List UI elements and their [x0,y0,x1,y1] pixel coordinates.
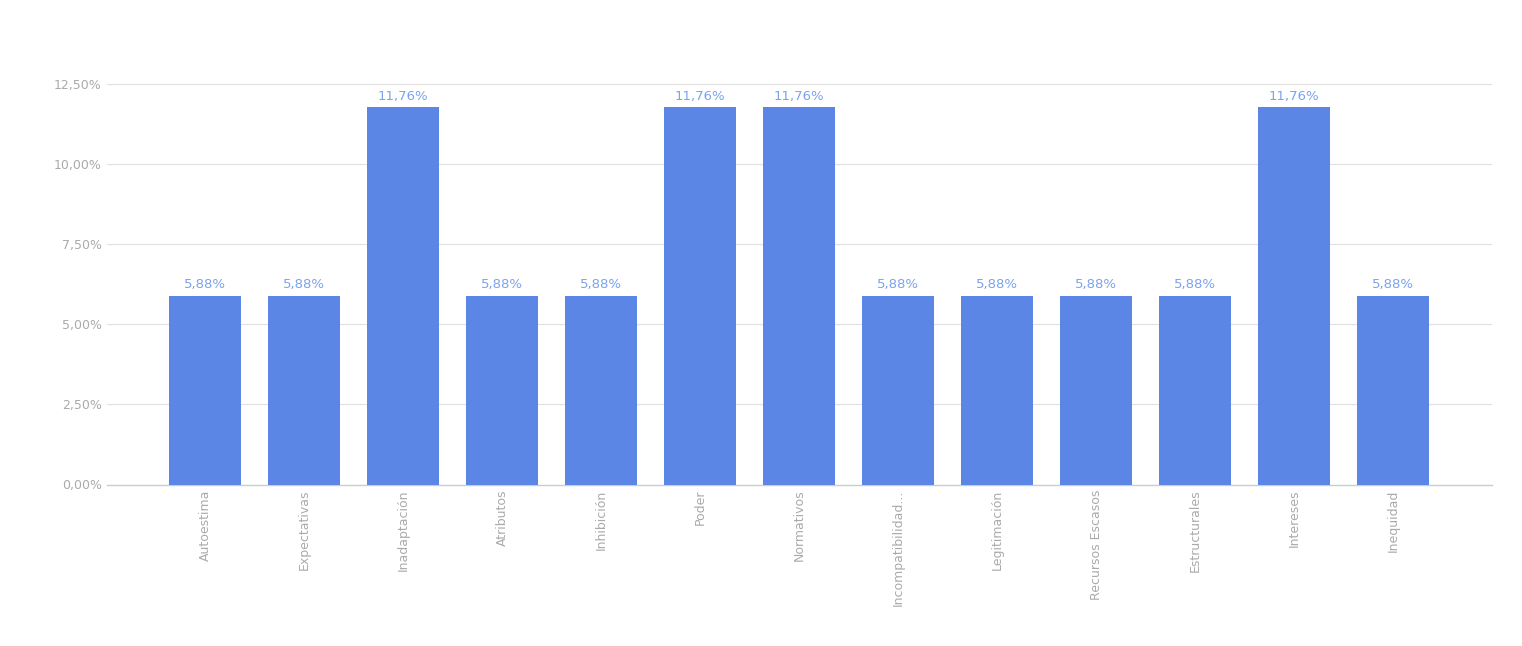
Bar [863,296,933,484]
Text: 5,88%: 5,88% [877,278,919,291]
Text: 5,88%: 5,88% [976,278,1018,291]
Text: 11,76%: 11,76% [1269,90,1320,103]
Text: 11,76%: 11,76% [674,90,726,103]
Bar [1259,107,1330,484]
Text: 11,76%: 11,76% [773,90,825,103]
Bar [1160,296,1231,484]
Bar [566,296,636,484]
Bar [268,296,339,484]
Bar [1358,296,1429,484]
Bar [962,296,1032,484]
Bar [169,296,240,484]
Bar [466,296,537,484]
Text: 5,88%: 5,88% [1173,278,1216,291]
Bar [1061,296,1132,484]
Text: 5,88%: 5,88% [481,278,524,291]
Bar [665,107,735,484]
Text: 11,76%: 11,76% [377,90,428,103]
Bar [764,107,834,484]
Text: 5,88%: 5,88% [580,278,622,291]
Text: 5,88%: 5,88% [1075,278,1117,291]
Text: 5,88%: 5,88% [1371,278,1414,291]
Text: 5,88%: 5,88% [283,278,326,291]
Text: 5,88%: 5,88% [184,278,227,291]
Bar [367,107,438,484]
